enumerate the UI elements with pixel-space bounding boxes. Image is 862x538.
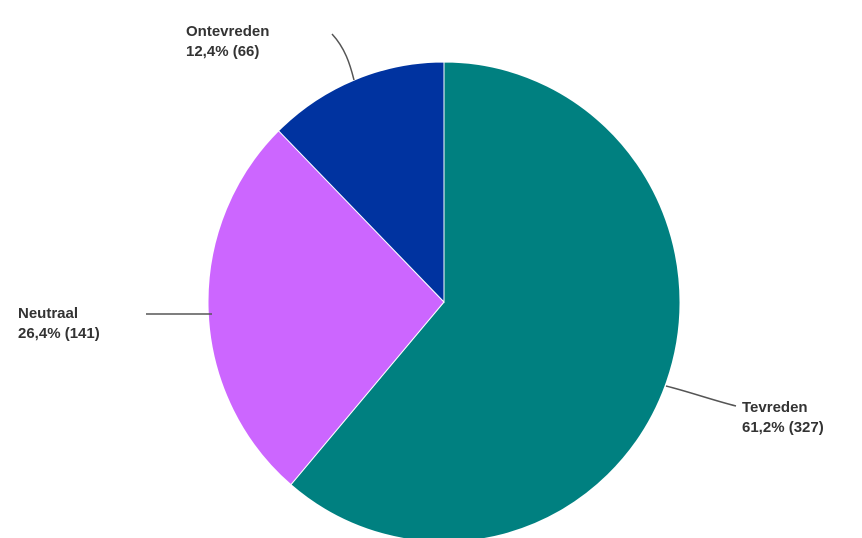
slice-label-name-tevreden: Tevreden xyxy=(742,399,808,416)
slice-label-name-ontevreden: Ontevreden xyxy=(186,23,269,40)
slice-labels: Tevreden 61,2% (327) Neutraal 26,4% (141) On… xyxy=(18,23,824,436)
leader-lines xyxy=(146,33,737,407)
slice-label-value-neutraal: 26,4% (141) xyxy=(18,325,100,342)
slice-label-value-ontevreden: 12,4% (66) xyxy=(186,43,259,60)
leader-line-tevreden xyxy=(665,385,737,407)
pie-slice-tevreden xyxy=(290,61,681,538)
slice-label-name-neutraal: Neutraal xyxy=(18,305,78,322)
leader-line-ontevreden xyxy=(331,33,355,81)
pie-slice-ontevreden xyxy=(277,61,445,304)
pie-slices xyxy=(207,61,681,538)
pie-slice-neutraal xyxy=(207,130,445,486)
slice-label-value-tevreden: 61,2% (327) xyxy=(742,419,824,436)
